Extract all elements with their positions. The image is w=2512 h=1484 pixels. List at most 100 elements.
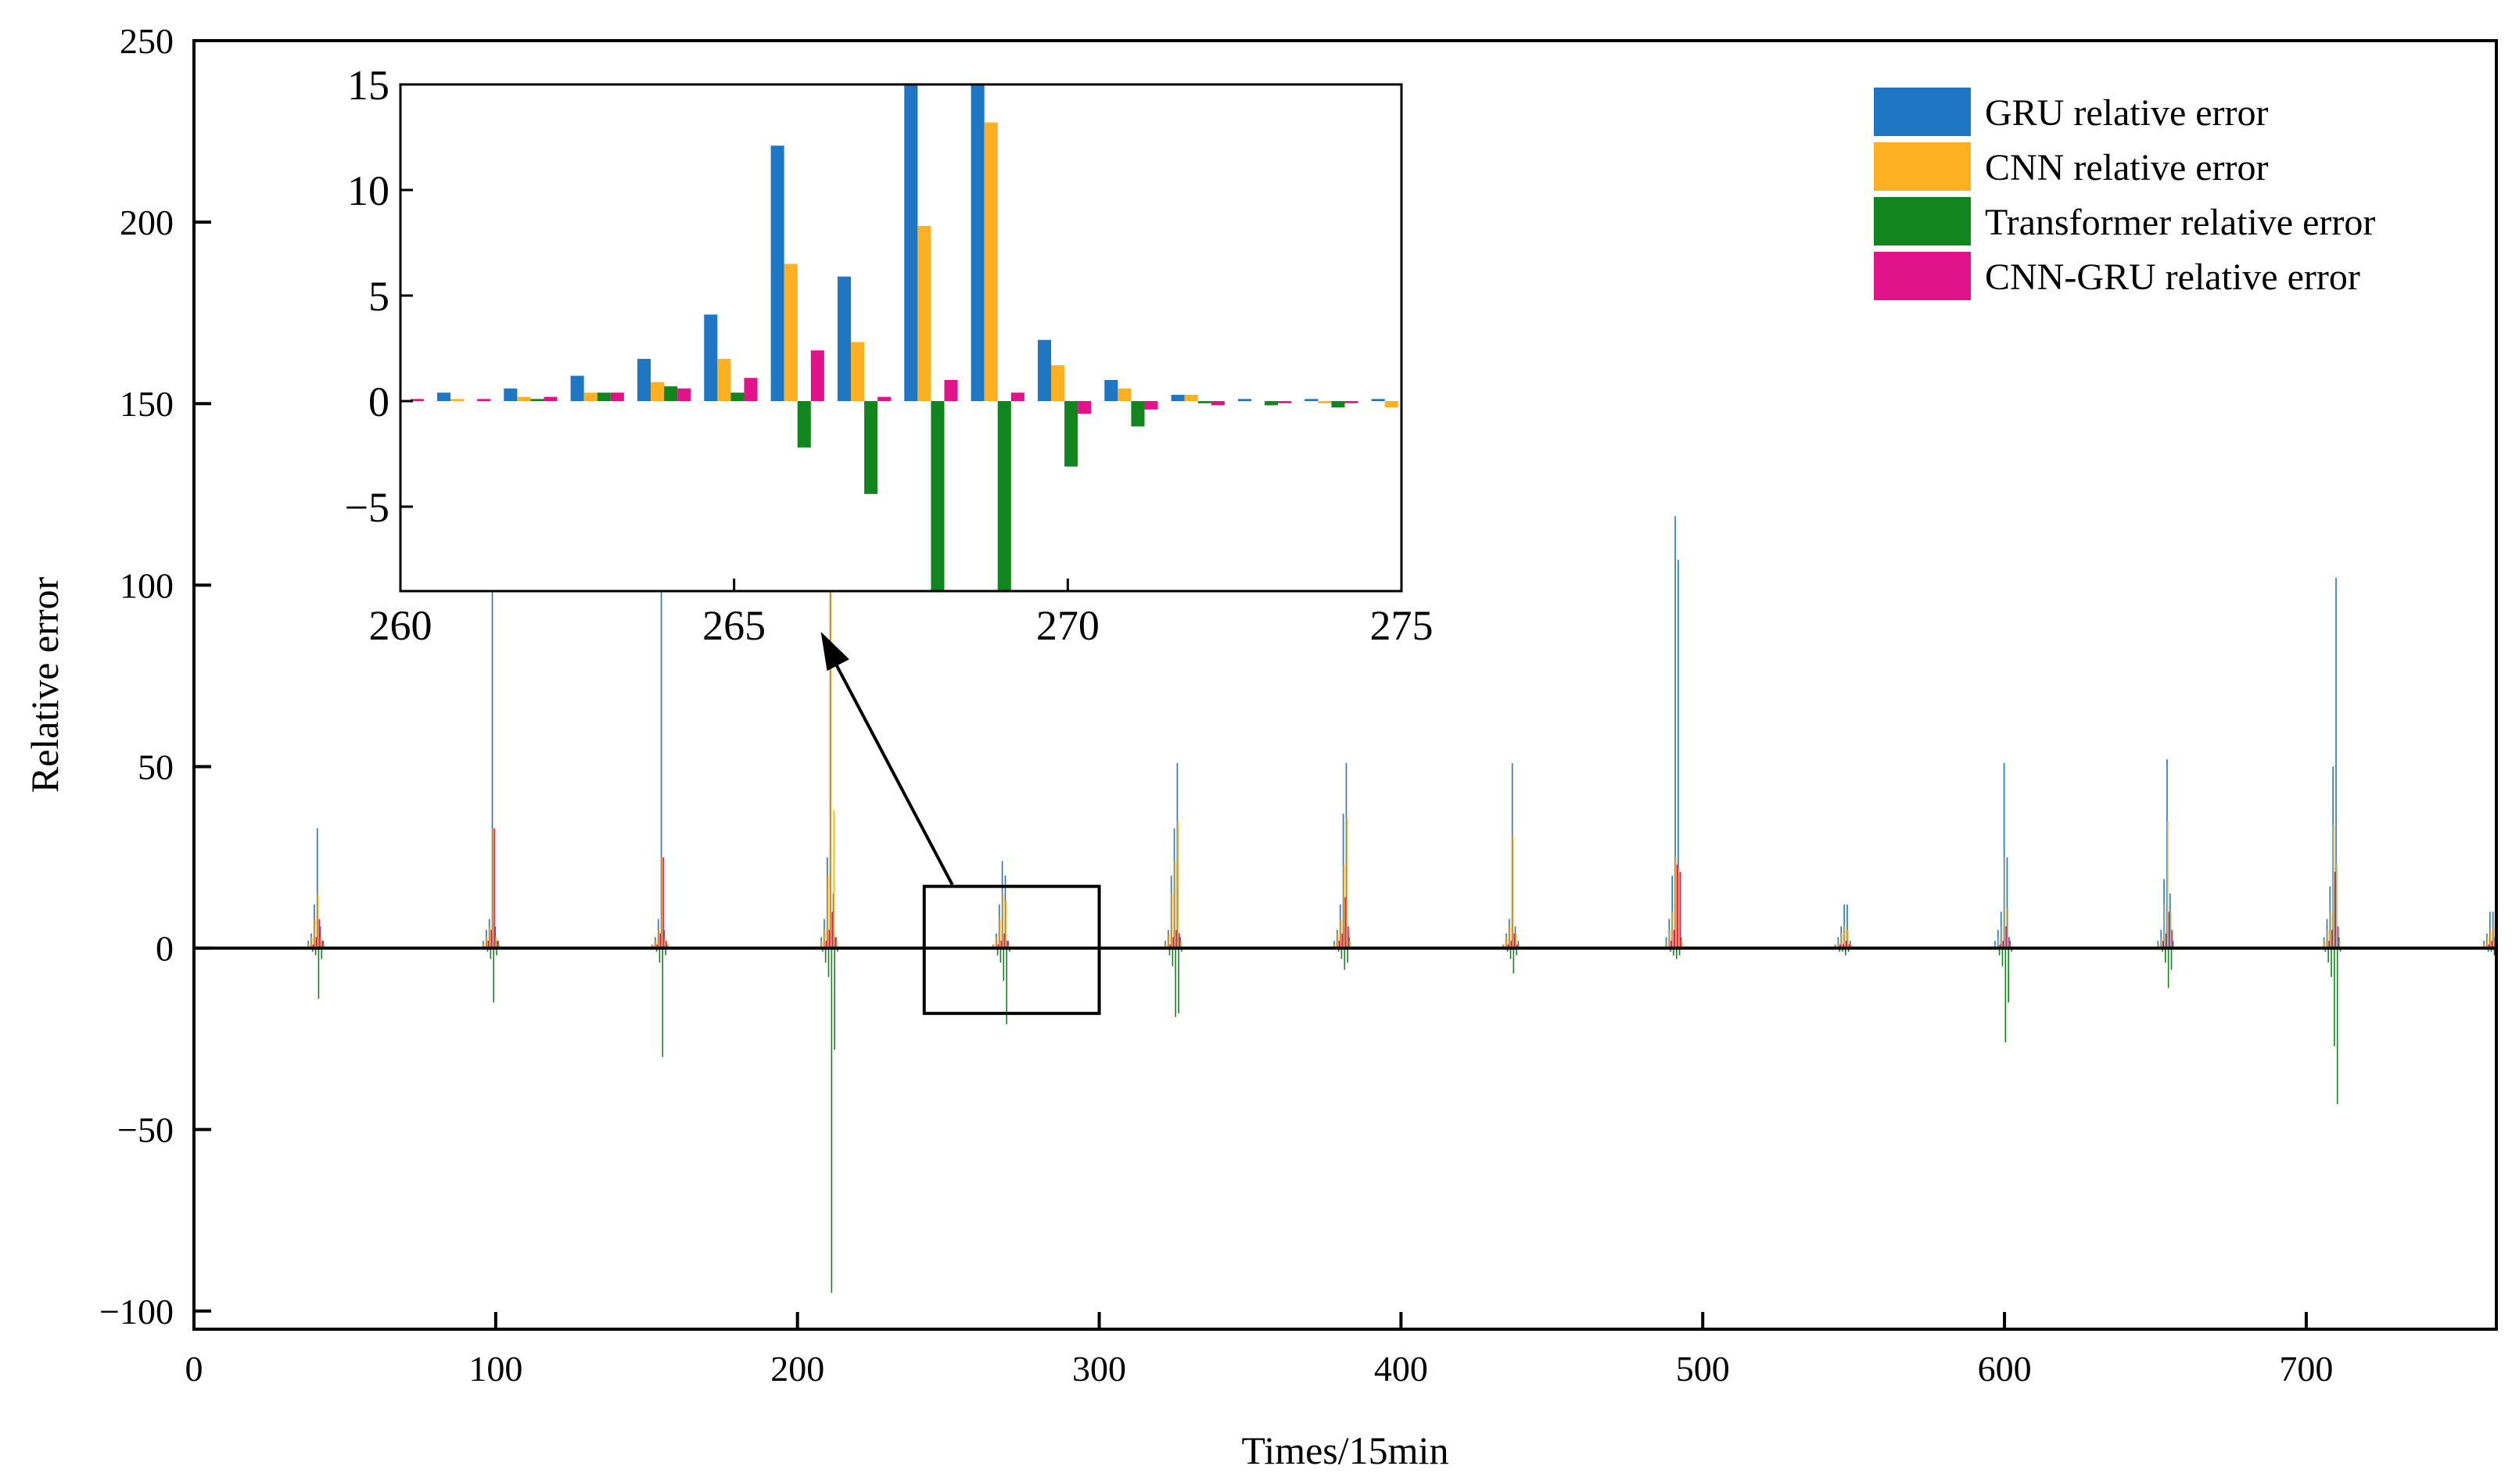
main-bar-cnn-c11-3	[2167, 821, 2169, 948]
main-bar-gru-c0-2	[314, 904, 315, 948]
inset-bar-gru-262	[504, 388, 518, 401]
main-bar-cnngru-c3-1	[825, 941, 827, 948]
main-bar-cnn-c8-2	[1672, 912, 1674, 948]
main-bar-cnn-c8-5	[1681, 941, 1683, 948]
main-bar-cnngru-c8-2	[1673, 930, 1675, 948]
main-bar-gru-c11-5	[2172, 941, 2174, 948]
inset-bar-cnngru-264	[677, 388, 691, 401]
main-bar-cnn-c3-2	[827, 875, 829, 948]
main-bar-cnn-c1-0	[483, 944, 485, 948]
main-bar-cnngru-c2-3	[662, 857, 664, 948]
main-bar-gru-c5-4	[1176, 762, 1179, 948]
main-bar-cnngru-c4-1	[997, 944, 999, 948]
inset-bar-gru-275	[1371, 399, 1385, 401]
main-ytick-label: −50	[117, 1110, 174, 1150]
inset-xtick-label: 260	[369, 602, 432, 649]
main-chart-bars	[307, 512, 2496, 1293]
main-bar-cnn-c3-1	[824, 930, 826, 948]
main-bar-cnn-c9-4	[1847, 930, 1849, 948]
main-bar-cnn-c9-3	[1844, 926, 1846, 948]
main-bar-gru-c8-1	[1668, 919, 1670, 948]
main-bar-gru-c1-5	[497, 941, 500, 948]
main-xtick-label: 200	[770, 1349, 824, 1389]
main-bar-cnngru-c9-3	[1845, 941, 1847, 948]
inset-bar-transformer-270	[1064, 401, 1078, 467]
main-bar-gru-c12-2	[2329, 886, 2331, 948]
main-bar-gru-c2-2	[657, 919, 659, 948]
legend-label-gru: GRU relative error	[1985, 92, 2269, 134]
inset-bar-cnn-270	[1051, 365, 1065, 401]
main-ytick-label: 100	[120, 565, 174, 605]
main-bar-cnn-c11-1	[2161, 937, 2162, 948]
main-bar-cnn-c10-0	[1995, 944, 1997, 948]
main-bar-cnngru-c8-4	[1679, 872, 1681, 948]
main-bar-cnn-c6-5	[1349, 941, 1351, 948]
main-bar-cnn-c12-4	[2336, 864, 2338, 948]
main-bar-cnn-c10-5	[2010, 944, 2011, 948]
inset-ytick-label: −5	[345, 484, 389, 531]
main-bar-cnngru-c4-2	[1000, 941, 1003, 948]
main-bar-cnngru-c11-2	[2165, 933, 2167, 948]
main-bar-transformer-c0-3	[318, 948, 320, 999]
main-xtick-label: 300	[1072, 1349, 1126, 1389]
main-bar-transformer-c13-3	[2493, 948, 2496, 955]
main-bar-cnn-c10-4	[2007, 908, 2009, 948]
inset-bar-cnn-267	[851, 342, 865, 401]
main-bar-transformer-c2-1	[655, 948, 658, 952]
main-bar-transformer-c11-2	[2164, 948, 2166, 963]
main-bar-cnn-c1-4	[495, 937, 497, 948]
main-bar-cnngru-c2-4	[666, 941, 667, 948]
inset-bar-transformer-269	[997, 401, 1011, 591]
main-bar-gru-c10-5	[2009, 941, 2011, 948]
main-bar-gru-c13-0	[2483, 941, 2485, 948]
main-bar-transformer-c7-1	[1506, 948, 1509, 952]
main-bar-gru-c12-5	[2338, 937, 2340, 948]
main-bar-cnngru-c10-2	[2002, 941, 2004, 948]
legend-swatch-cnn-gru	[1874, 252, 1971, 300]
inset-bar-transformer-273	[1265, 401, 1279, 406]
main-bar-cnn-c2-0	[652, 944, 654, 948]
main-bar-cnn-c0-4	[320, 937, 322, 948]
main-bar-cnngru-c11-4	[2171, 930, 2173, 948]
main-bar-gru-c5-0	[1164, 941, 1166, 948]
main-bar-cnngru-c9-1	[1839, 944, 1841, 948]
inset-bar-gru-261	[436, 393, 450, 401]
main-bar-cnngru-c10-1	[1999, 944, 2001, 948]
inset-bar-cnn-274	[1318, 401, 1332, 403]
legend-label-cnn-gru: CNN-GRU relative error	[1985, 256, 2360, 298]
inset-bar-gru-263	[570, 375, 584, 401]
main-bar-gru-c0-1	[310, 933, 312, 948]
inset-bar-cnngru-271	[1144, 401, 1158, 410]
main-bar-cnn-c5-2	[1171, 893, 1173, 948]
main-bar-cnn-c11-4	[2169, 912, 2172, 948]
inset-bar-transformer-272	[1197, 401, 1211, 403]
main-bar-cnngru-c6-3	[1344, 897, 1346, 948]
main-bar-transformer-c10-2	[2001, 948, 2004, 966]
inset-bar-cnngru-260	[410, 399, 424, 401]
main-bar-transformer-c5-5	[1181, 948, 1182, 952]
main-bar-cnngru-c6-1	[1338, 941, 1340, 948]
main-bar-transformer-c6-4	[1347, 948, 1348, 963]
main-bar-cnn-c4-1	[996, 937, 998, 948]
main-bar-transformer-c9-2	[1842, 948, 1843, 952]
inset-bar-transformer-266	[797, 401, 811, 448]
zoom-arrowhead-icon	[820, 632, 849, 671]
main-bar-cnn-c10-2	[2001, 926, 2003, 948]
inset-bar-gru-265	[704, 314, 718, 401]
main-bar-cnn-c1-3	[492, 828, 494, 948]
main-bar-gru-c7-5	[1517, 941, 1520, 948]
main-bar-cnngru-c11-1	[2162, 941, 2164, 948]
main-bar-gru-c1-1	[486, 930, 487, 948]
inset-bar-cnn-268	[917, 225, 931, 401]
main-bar-cnngru-c2-1	[656, 944, 659, 948]
main-bar-gru-c0-0	[307, 941, 309, 948]
main-bar-transformer-c13-1	[2487, 948, 2489, 952]
main-bar-cnn-c7-2	[1509, 926, 1511, 948]
main-bar-cnngru-c3-4	[834, 937, 836, 948]
inset-bar-transformer-264	[664, 386, 678, 401]
main-bar-cnn-c7-4	[1515, 933, 1517, 948]
main-bar-gru-c9-0	[1834, 944, 1836, 948]
main-bar-cnngru-c13-1	[2488, 944, 2490, 948]
main-bar-gru-c7-4	[1514, 926, 1516, 948]
